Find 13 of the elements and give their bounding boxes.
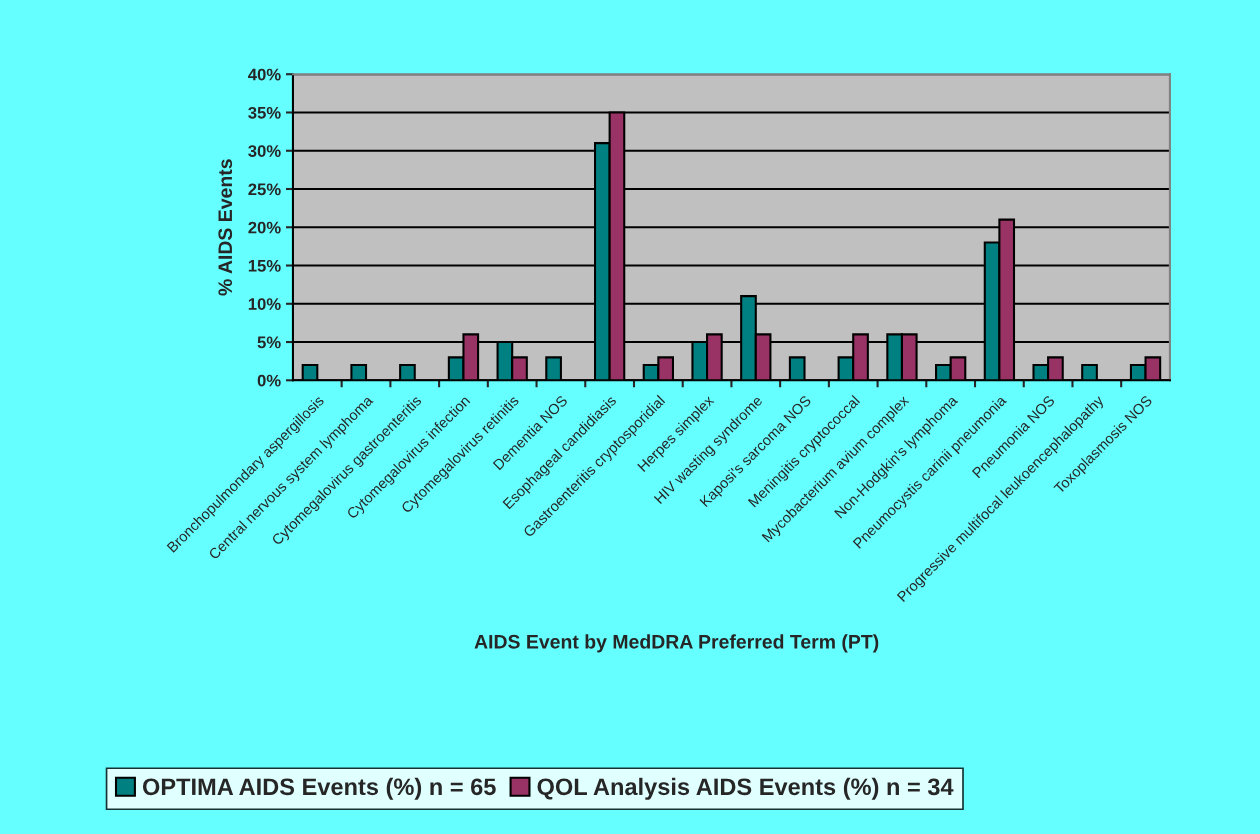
y-tick-label: 40%: [248, 68, 281, 81]
legend-label: OPTIMA AIDS Events (%) n = 65: [142, 777, 496, 800]
legend-label: QOL Analysis AIDS Events (%) n = 34: [537, 777, 954, 800]
y-tick-label: 30%: [248, 145, 281, 157]
x-axis-title: AIDS Event by MedDRA Preferred Term (PT): [474, 634, 879, 653]
y-tick-label: 15%: [248, 259, 281, 272]
y-tick-label: 10%: [248, 298, 281, 310]
y-tick-label: 5%: [257, 336, 281, 349]
y-tick-label: 0%: [257, 374, 281, 387]
y-axis-title: % AIDS Events: [218, 159, 233, 296]
y-tick-label: 35%: [248, 106, 281, 119]
y-tick-label: 20%: [248, 221, 281, 234]
y-tick-label: 25%: [248, 183, 281, 196]
